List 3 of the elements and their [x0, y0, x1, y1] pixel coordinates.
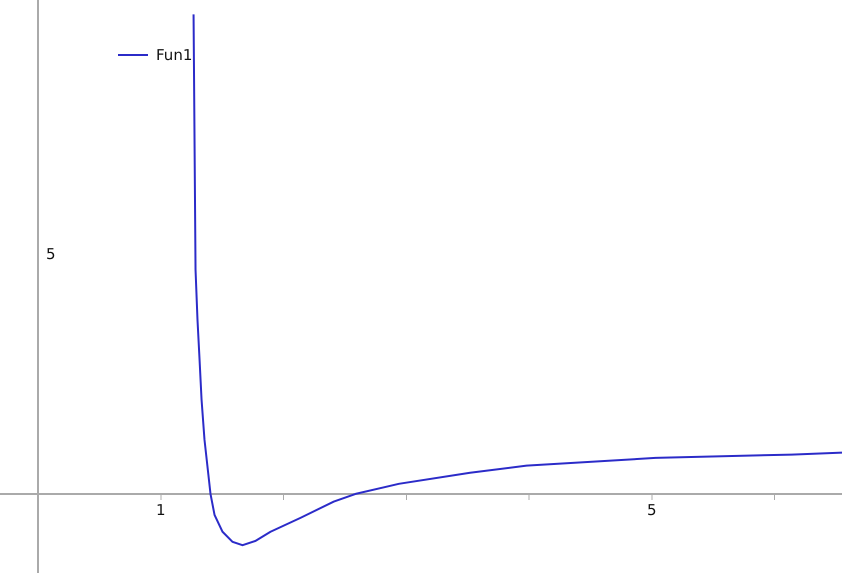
legend-label: Fun1	[156, 46, 192, 64]
annotation: 5	[46, 245, 56, 263]
x-tick-label: 1	[156, 500, 166, 519]
